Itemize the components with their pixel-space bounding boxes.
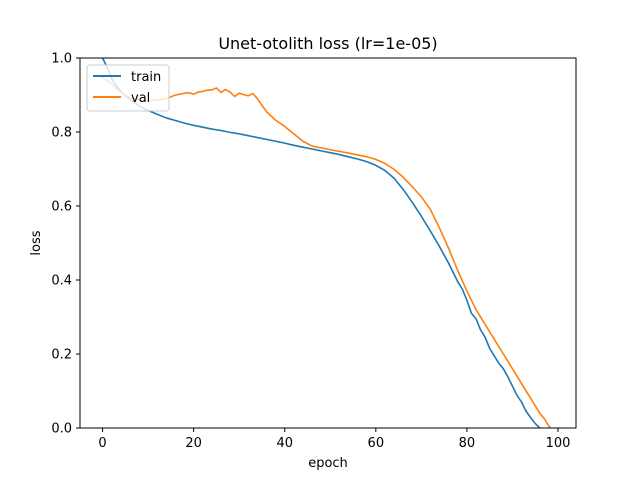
plot-frame	[79, 57, 577, 429]
series-line-train	[101, 58, 541, 428]
y-tick-label: 0.0	[51, 422, 72, 437]
y-tick-label: 0.4	[51, 274, 72, 289]
x-axis-title: epoch	[308, 456, 348, 471]
plot-area	[80, 58, 576, 428]
legend-label-val: val	[131, 91, 150, 106]
y-tick-label: 1.0	[51, 52, 72, 67]
x-tick-label: 0	[98, 436, 106, 451]
x-tick-label: 60	[368, 436, 385, 451]
x-tick-label: 80	[459, 436, 476, 451]
legend-label-train: train	[131, 70, 161, 85]
y-tick-label: 0.8	[51, 126, 72, 141]
x-tick-label: 100	[546, 436, 571, 451]
y-tick-label: 0.2	[51, 348, 72, 363]
y-axis-title: loss	[29, 230, 44, 255]
ticks-layer: 0 20 40 60 80 100 0.0 0.2 0.4 0.6 0.8 1.0	[51, 52, 570, 452]
x-tick-label: 40	[276, 436, 293, 451]
x-tick-label: 20	[185, 436, 202, 451]
y-tick-label: 0.6	[51, 200, 72, 215]
legend: train val	[86, 64, 170, 112]
chart-title: Unet-otolith loss (lr=1e-05)	[218, 34, 437, 53]
